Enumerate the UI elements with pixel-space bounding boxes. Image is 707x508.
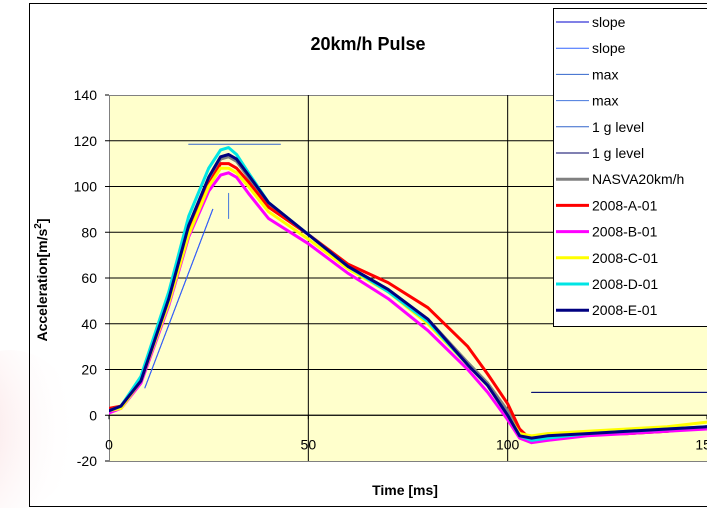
x-tick-label: 0 xyxy=(105,436,113,452)
y-axis-label: Acceleration[m/s2] xyxy=(33,218,50,341)
legend-label: 2008-C-01 xyxy=(592,250,658,266)
y-tick-label: 60 xyxy=(81,270,97,286)
legend-label: 1 g level xyxy=(592,119,644,135)
legend-label: 1 g level xyxy=(592,145,644,161)
legend-item: 2008-D-01 xyxy=(556,276,658,292)
x-tick-label: 100 xyxy=(496,436,520,452)
legend-label: slope xyxy=(592,14,626,30)
background-watermark xyxy=(0,350,80,508)
chart-title: 20km/h Pulse xyxy=(310,34,425,54)
series-lines xyxy=(109,143,707,445)
legend-item: NASVA20km/h xyxy=(556,171,684,187)
y-tick-label: 40 xyxy=(81,316,97,332)
legend-item: max xyxy=(556,93,618,109)
y-tick-label: 120 xyxy=(74,133,98,149)
y-tick-label: 140 xyxy=(74,87,98,103)
legend-item: 2008-C-01 xyxy=(556,250,658,266)
y-tick-label: 0 xyxy=(89,407,97,423)
y-tick-label: 100 xyxy=(74,179,98,195)
series-line-2008-e-01 xyxy=(109,153,707,440)
legend-label: max xyxy=(592,93,618,109)
series-line-2008-c-01 xyxy=(109,166,707,438)
y-axis-label-main: Acceleration[m/s xyxy=(34,228,50,341)
legend-label: 2008-D-01 xyxy=(592,276,658,292)
legend-item: max xyxy=(556,66,618,82)
series-line-slope xyxy=(144,208,214,389)
legend-item: 1 g level xyxy=(556,119,644,135)
y-axis-label-superscript: 2 xyxy=(33,223,44,229)
chart-area-border xyxy=(29,3,707,507)
legend-label: 2008-B-01 xyxy=(592,224,658,240)
legend-item: slope xyxy=(556,40,626,56)
legend: slope slope max max 1 g level 1 g level NASVA2… xyxy=(553,8,707,327)
legend-label: max xyxy=(592,66,618,82)
legend-item: 2008-A-01 xyxy=(556,197,658,213)
legend-item: 2008-E-01 xyxy=(556,302,658,318)
legend-label: 2008-E-01 xyxy=(592,302,658,318)
legend-item: 1 g level xyxy=(556,145,644,161)
y-axis-label-tail: ] xyxy=(34,218,50,223)
x-tick-label: 50 xyxy=(301,436,317,452)
legend-label: slope xyxy=(592,40,626,56)
legend-item: 2008-B-01 xyxy=(556,224,658,240)
x-tick-label: 150 xyxy=(695,436,707,452)
y-tick-label: -20 xyxy=(77,453,97,469)
y-tick-label: 20 xyxy=(81,362,97,378)
legend-label: NASVA20km/h xyxy=(592,171,684,187)
legend-box xyxy=(553,8,707,327)
y-tick-label: 80 xyxy=(81,224,97,240)
y-axis-ticks: -20 0 20 40 60 80 100 120 140 xyxy=(74,87,109,469)
x-axis-ticks: 0 50 100 150 xyxy=(105,415,707,452)
legend-label: 2008-A-01 xyxy=(592,197,658,213)
legend-item: slope xyxy=(556,14,626,30)
x-axis-label: Time [ms] xyxy=(372,482,438,498)
